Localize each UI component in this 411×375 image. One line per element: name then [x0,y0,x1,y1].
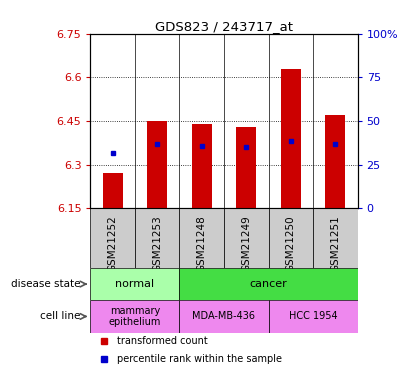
Bar [135,208,180,268]
Text: mammary
epithelium: mammary epithelium [109,306,161,327]
Title: GDS823 / 243717_at: GDS823 / 243717_at [155,20,293,33]
Text: GSM21249: GSM21249 [241,215,251,272]
Bar [180,208,224,268]
Text: GSM21250: GSM21250 [286,215,296,272]
Text: disease state: disease state [11,279,81,289]
Text: normal: normal [115,279,155,289]
Bar [103,173,123,208]
Bar [192,124,212,208]
Text: cancer: cancer [249,279,287,289]
Bar [90,208,135,268]
Text: GSM21253: GSM21253 [152,215,162,272]
Bar [224,208,268,268]
Bar [147,121,167,208]
Text: GSM21252: GSM21252 [108,215,118,272]
Text: HCC 1954: HCC 1954 [289,312,337,321]
Text: MDA-MB-436: MDA-MB-436 [192,312,256,321]
Text: GSM21248: GSM21248 [197,215,207,272]
Bar [268,208,313,268]
Text: GSM21251: GSM21251 [330,215,340,272]
Text: cell line: cell line [40,312,81,321]
Bar [325,115,345,208]
Bar [268,300,358,333]
Text: percentile rank within the sample: percentile rank within the sample [117,354,282,364]
Bar [313,208,358,268]
Bar [90,300,180,333]
Text: transformed count: transformed count [117,336,208,346]
Bar [281,69,301,208]
Bar [180,300,268,333]
Bar [90,268,180,300]
Bar [180,268,358,300]
Bar [236,127,256,208]
